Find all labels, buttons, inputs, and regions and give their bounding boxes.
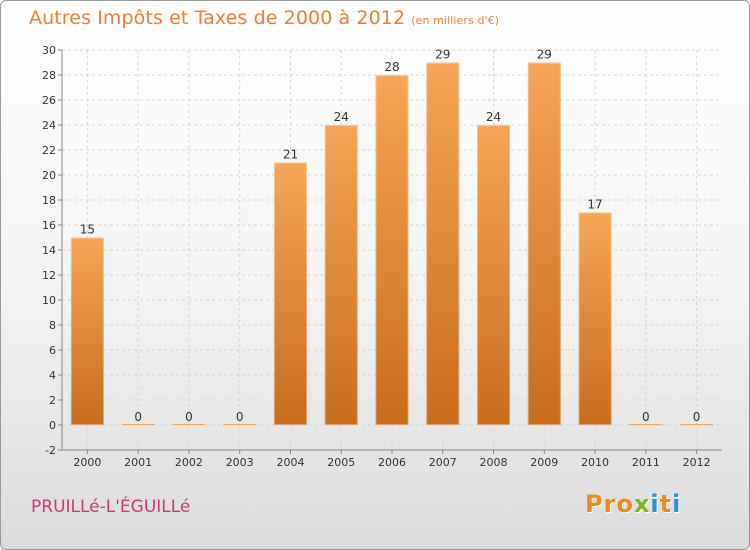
y-tick-label: 22 (42, 144, 56, 157)
x-tick-label: 2012 (683, 456, 711, 469)
x-tick-label: 2007 (429, 456, 457, 469)
chart-subtitle: (en milliers d'€) (411, 14, 500, 27)
x-tick-label: 2005 (327, 456, 355, 469)
bar-highlight (426, 62, 460, 425)
value-label: 24 (334, 110, 349, 124)
logo-letter: i (672, 490, 682, 518)
bar-highlight (375, 75, 409, 425)
value-label: 29 (435, 48, 450, 62)
y-tick-label: 4 (49, 369, 56, 382)
bar (324, 125, 358, 425)
bar (172, 424, 206, 425)
bar-highlight (324, 125, 358, 425)
commune-name: PRUILLé-L'ÉGUILLé (31, 497, 191, 517)
bars (70, 62, 714, 425)
value-label: 0 (185, 410, 193, 424)
bar (680, 424, 714, 425)
y-tick-label: 12 (42, 269, 56, 282)
value-label: 0 (642, 410, 650, 424)
x-tick-label: 2010 (581, 456, 609, 469)
x-tick-label: 2004 (276, 456, 304, 469)
value-label: 28 (384, 60, 399, 74)
x-tick-label: 2009 (530, 456, 558, 469)
bar (477, 125, 511, 425)
bar-highlight (527, 62, 561, 425)
bar (426, 62, 460, 425)
value-labels: 15 0 0 0 21 24 28 29 24 29 17 0 0 (80, 48, 701, 425)
value-label: 17 (587, 198, 602, 212)
bar (375, 75, 409, 425)
bar (223, 424, 257, 425)
y-tick-label: 2 (49, 394, 56, 407)
chart-title: Autres Impôts et Taxes de 2000 à 2012 (en… (29, 7, 499, 29)
logo-letter: P (585, 490, 604, 518)
logo-letter: o (616, 490, 634, 518)
y-tick-label: 10 (42, 294, 56, 307)
y-tick-label: 28 (42, 69, 56, 82)
y-tick-label: 18 (42, 194, 56, 207)
y-tick-label: -2 (45, 444, 56, 457)
y-tick-label: 30 (42, 44, 56, 57)
logo-letter: i (650, 490, 660, 518)
value-label: 0 (693, 410, 701, 424)
logo-letter: t (659, 490, 673, 518)
x-tick-label: 2006 (378, 456, 406, 469)
y-tick-label: 26 (42, 94, 56, 107)
bar (70, 237, 104, 425)
value-label: 15 (80, 223, 95, 237)
bar-highlight (273, 162, 307, 425)
x-tick-label: 2002 (175, 456, 203, 469)
bar (527, 62, 561, 425)
y-tick-label: 0 (49, 419, 56, 432)
value-label: 21 (283, 148, 298, 162)
y-tick-label: 16 (42, 219, 56, 232)
y-tick-label: 20 (42, 169, 56, 182)
value-label: 0 (134, 410, 142, 424)
y-tick-label: 24 (42, 119, 56, 132)
bar (578, 212, 612, 425)
proxiti-logo: Proxiti (585, 490, 681, 518)
y-tick-label: 8 (49, 319, 56, 332)
logo-letter: x (633, 490, 651, 518)
x-tick-label: 2000 (73, 456, 101, 469)
bar-highlight (477, 125, 511, 425)
logo-letter: r (603, 490, 617, 518)
value-label: 24 (486, 110, 501, 124)
value-label: 29 (537, 48, 552, 62)
bar-highlight (70, 237, 104, 425)
bar (121, 424, 155, 425)
y-tick-label: 6 (49, 344, 56, 357)
x-tick-label: 2003 (226, 456, 254, 469)
x-tick-label: 2001 (124, 456, 152, 469)
x-tick-label: 2011 (632, 456, 660, 469)
value-label: 0 (236, 410, 244, 424)
y-tick-label: 14 (42, 244, 56, 257)
bar (273, 162, 307, 425)
chart-title-text: Autres Impôts et Taxes de 2000 à 2012 (29, 7, 406, 29)
bar (629, 424, 663, 425)
bar-highlight (578, 212, 612, 425)
x-tick-label: 2008 (480, 456, 508, 469)
